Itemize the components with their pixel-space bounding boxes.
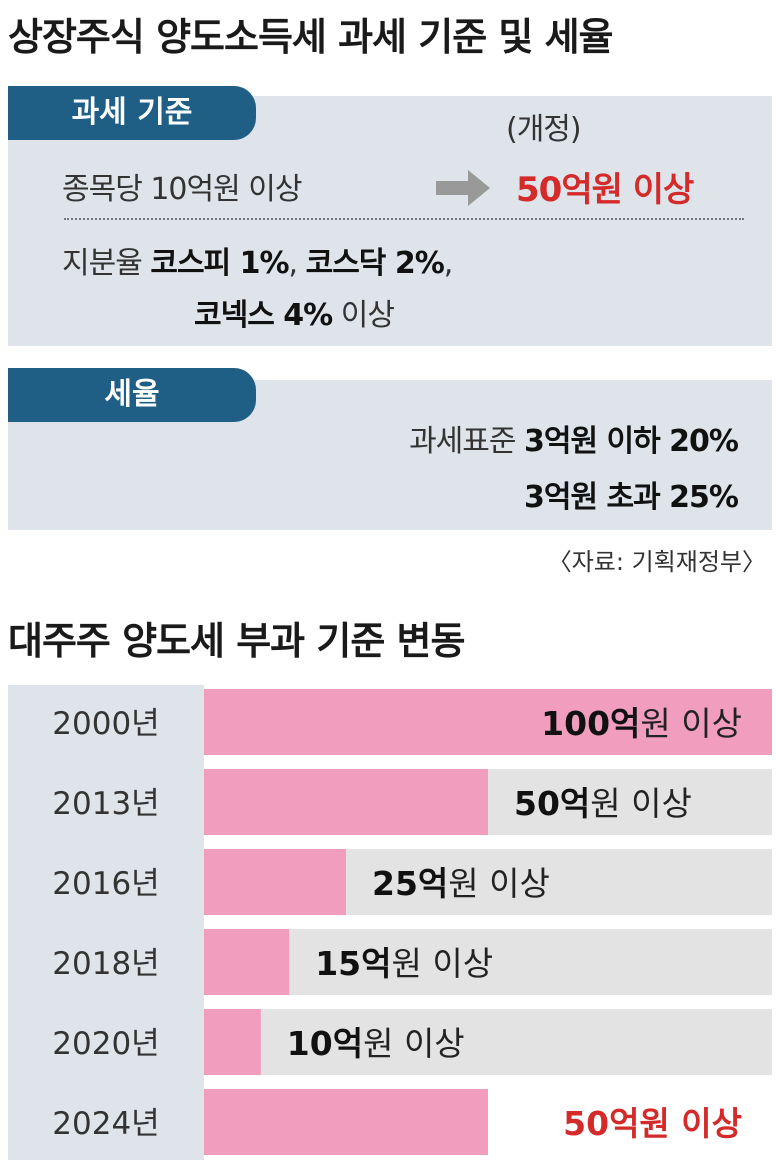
rate-prefix: 과세표준	[409, 424, 525, 459]
share-konex: 코넥스 4%	[194, 298, 333, 333]
bar	[204, 929, 290, 995]
share-sep-2: ,	[443, 246, 453, 281]
value-label: 100억원 이상	[541, 704, 742, 743]
rate-panel: 세율 과세표준 3억원 이하 20% 3억원 초과 25%	[8, 368, 772, 530]
chart-title: 대주주 양도세 부과 기준 변동	[8, 619, 465, 663]
bar-track	[204, 1009, 772, 1075]
bar-track	[204, 929, 772, 995]
year-label: 2013년	[52, 786, 159, 822]
value-label: 50억원 이상	[514, 784, 692, 823]
share-kospi: 코스피 1%	[150, 246, 289, 281]
share-sep-1: ,	[288, 246, 306, 281]
year-label: 2018년	[52, 946, 159, 982]
rate-line-2: 3억원 초과 25%	[524, 472, 739, 516]
year-column-background	[8, 685, 204, 1160]
rate-high: 3억원 초과 25%	[524, 480, 739, 515]
threshold-bar-chart: 2000년 100억원 이상 2013년 50억원 이상 2016년 25억원 이상 201…	[8, 685, 772, 1160]
arrow-right-icon	[436, 170, 490, 206]
source-note: 〈자료: 기획재정부〉	[547, 548, 766, 576]
year-label: 2000년	[52, 706, 159, 742]
revised-threshold: 50억원 이상	[516, 170, 694, 210]
criteria-panel: 과세 기준 (개정) 종목당 10억원 이상 50억원 이상 지분율 코스피 1…	[8, 86, 772, 346]
value-label: 10억원 이상	[287, 1024, 465, 1063]
value-label: 50억원 이상	[563, 1104, 742, 1143]
share-line-2: 코넥스 4% 이상	[194, 290, 395, 334]
revised-label: (개정)	[506, 112, 582, 147]
bar	[204, 689, 772, 755]
share-kosdaq: 코스닥 2%	[305, 246, 445, 281]
rate-label: 세율	[8, 368, 256, 422]
rate-line-1: 과세표준 3억원 이하 20%	[409, 416, 739, 460]
criteria-label: 과세 기준	[8, 86, 256, 140]
bar	[204, 849, 346, 915]
value-label: 25억원 이상	[372, 864, 550, 903]
rate-low: 3억원 이하 20%	[524, 424, 739, 459]
year-label: 2020년	[52, 1026, 159, 1062]
current-threshold: 종목당 10억원 이상	[62, 172, 302, 207]
share-konex-rest: 이상	[332, 298, 395, 333]
bar	[204, 1089, 488, 1155]
divider	[64, 218, 744, 220]
page-title: 상장주식 양도소득세 과세 기준 및 세율	[8, 15, 614, 59]
bar	[204, 1009, 261, 1075]
share-prefix: 지분율	[62, 246, 151, 281]
bar	[204, 769, 488, 835]
year-label: 2024년	[52, 1106, 159, 1142]
year-label: 2016년	[52, 866, 159, 902]
share-line-1: 지분율 코스피 1%, 코스닥 2%,	[62, 238, 453, 282]
value-label: 15억원 이상	[315, 944, 493, 983]
